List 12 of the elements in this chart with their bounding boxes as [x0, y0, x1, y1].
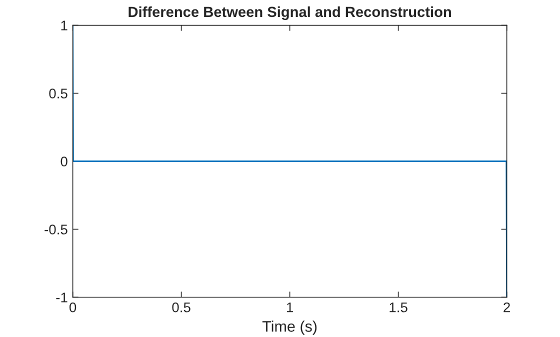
- x-axis-title: Time (s): [262, 320, 317, 335]
- chart-title: Difference Between Signal and Reconstruction: [128, 6, 451, 20]
- y-tick-label: -1: [56, 292, 68, 302]
- x-tick-label: 2: [504, 302, 510, 312]
- x-tick-label: 1: [286, 302, 293, 312]
- y-tick-label: -0.5: [44, 224, 68, 234]
- y-tick-label: 0.5: [49, 88, 68, 98]
- x-tick-label: 0.5: [172, 302, 190, 312]
- x-tick-label: 0: [69, 302, 76, 312]
- y-tick-label: 0: [60, 156, 68, 166]
- y-tick-label: 1: [61, 20, 68, 30]
- x-tick-label: 1.5: [390, 302, 408, 312]
